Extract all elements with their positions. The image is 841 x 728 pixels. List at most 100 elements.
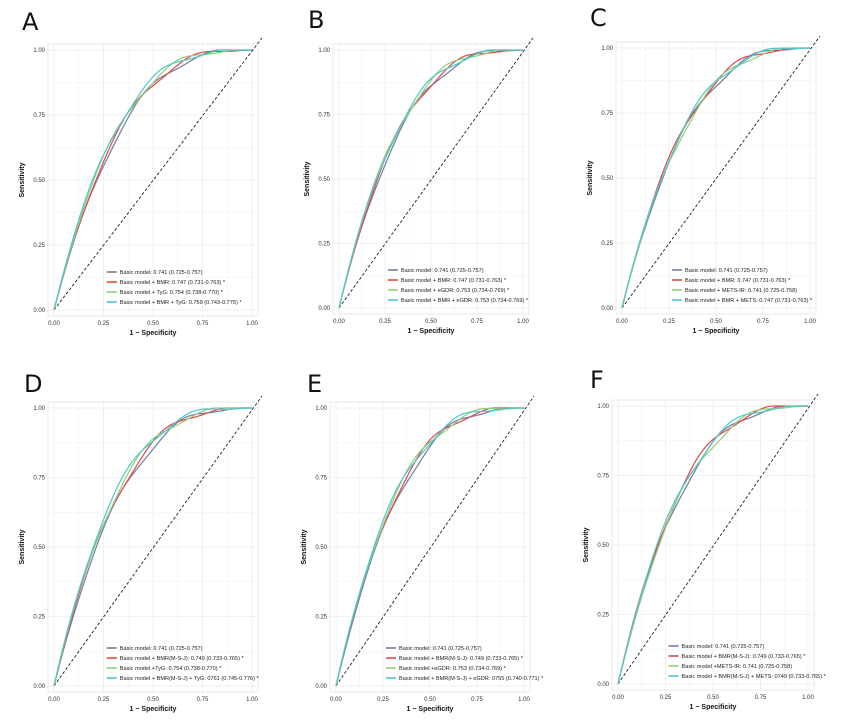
x-tick-label: 0.25 [98,321,110,327]
y-tick-label: 0.25 [601,241,613,247]
x-tick-label: 0.00 [616,319,628,325]
reference-diagonal [53,395,263,687]
panel-f: F 0.00 0.00 0.25 0.25 0.50 0.50 0.75 0.75 1.00 1.0… [583,366,827,711]
x-axis-title: 1 − Specificity [407,706,454,713]
y-tick-label: 1.00 [33,406,45,412]
y-tick-label: 0.25 [318,242,330,248]
x-tick-label: 1.00 [518,697,530,703]
legend-entry: Basic model + BMR(M-S-J): 0.749 (0.733-0… [399,656,524,662]
x-tick-label: 0.75 [757,319,769,325]
x-tick-label: 0.50 [710,319,722,325]
x-tick-label: 0.75 [197,321,209,327]
panel-letter: D [24,370,42,398]
legend-entry: Basic model: 0.741 (0.725-0.757) [120,270,203,276]
x-tick-label: 1.00 [246,321,258,327]
legend-entry: Basic model +METS-IR: 0.741 (0.725-0.758… [682,664,793,670]
y-tick-label: 0.00 [33,684,45,690]
legend-entry: Basic model + METS-IR: 0.741 (0.725-0.75… [685,288,797,294]
x-tick-label: 0.25 [98,697,110,703]
legend-entry: Basic model + BMR: 0.747 (0.731-0.763) * [120,280,226,286]
y-tick-label: 0.25 [597,613,609,619]
legend-entry: Basic model + BMR(M-S-J) + TyG: 0761 (0.… [120,676,260,682]
y-tick-label: 0.25 [315,615,327,621]
y-tick-label: 0.25 [33,615,45,621]
y-tick-label: 0.00 [597,682,609,688]
y-tick-label: 0.25 [33,243,45,249]
legend-entry: Basic model + BMR: 0.747 (0.731-0.763) * [401,278,507,284]
legend-entry: Basic model + BMR(M-S-J) + eGDR: 0755 (0… [399,676,544,682]
roc-curve-bmr [53,49,253,311]
y-tick-label: 0.50 [597,543,609,549]
legend-entry: Basic model + BMR + METS: 0.747 (0.731-0… [685,298,813,304]
x-tick-label: 1.00 [246,697,258,703]
x-tick-label: 0.25 [663,319,675,325]
panel-letter: E [307,370,322,398]
x-tick-label: 0.25 [377,697,389,703]
panel-e: E 0.00 0.00 0.25 0.25 0.50 0.50 0.75 0.75 1.00 1.0… [301,370,544,713]
y-tick-label: 1.00 [318,48,330,54]
y-axis-title: Sensitivity [587,160,594,195]
x-tick-label: 0.75 [755,695,767,701]
panel-a: A 0.00 0.00 0.25 0.25 0.50 0.50 0.75 0.75 1.00 1.0… [19,8,263,337]
y-axis-title: Sensitivity [301,529,308,564]
legend-entry: Basic model + BMR + eGDR: 0.753 (0.734-0… [401,298,529,304]
reference-diagonal [335,395,535,687]
x-tick-label: 0.00 [48,321,60,327]
x-tick-label: 0.50 [424,697,436,703]
y-tick-label: 1.00 [597,404,609,410]
y-tick-label: 0.75 [33,476,45,482]
y-tick-label: 0.50 [33,178,45,184]
x-tick-label: 0.00 [330,697,342,703]
legend-entry: Basic model: 0.741 (0.725-0.757) [399,646,482,652]
x-tick-label: 0.00 [48,697,60,703]
legend: Basic model: 0.741 (0.725-0.757) Basic mo… [668,644,827,680]
x-axis-title: 1 − Specificity [693,328,740,335]
legend-entry: Basic model +eGDR: 0.753 (0.734-0.769) * [399,666,507,672]
x-axis-title: 1 − Specificity [130,706,177,713]
legend-entry: Basic model + BMR(M-S-J): 0.749 (0.733-0… [120,656,245,662]
legend-entry: Basic model + TyG: 0.754 (0.738-0.770) * [120,290,224,296]
panel-letter: A [22,8,39,36]
legend-entry: Basic model + BMR(M-S-J): 0.749 (0.733-0… [682,654,807,660]
x-tick-label: 0.00 [612,695,624,701]
y-tick-label: 1.00 [315,406,327,412]
roc-curve-basic [53,407,252,687]
legend-entry: Basic model: 0.741 (0.725-0.757) [120,646,203,652]
legend-entry: Basic model: 0.741 (0.725-0.757) [401,268,484,274]
x-tick-label: 0.75 [471,319,483,325]
y-tick-label: 0.75 [33,113,45,119]
x-tick-label: 0.75 [471,697,483,703]
legend-entry: Basic model + eGDR: 0.753 (0.734-0.769) … [401,288,510,294]
panel-letter: C [590,4,607,32]
y-tick-label: 1.00 [33,48,45,54]
roc-curve-fourth [338,49,524,309]
y-axis-title: Sensitivity [583,527,590,562]
y-axis-title: Sensitivity [19,529,26,564]
x-tick-label: 0.25 [379,319,391,325]
y-tick-label: 0.50 [318,177,330,183]
roc-curve-fourth [335,407,524,687]
legend-entry: Basic model + BMR: 0.747 (0.731-0.763) * [685,278,791,284]
x-tick-label: 0.50 [147,321,159,327]
roc-curve-fourth [53,407,253,687]
y-tick-label: 1.00 [601,46,613,52]
y-tick-label: 0.00 [33,308,45,314]
legend-entry: Basic model +TyG: 0.754 (0.738-0.770) * [120,666,222,672]
legend: Basic model: 0.741 (0.725-0.757) Basic mo… [672,268,813,304]
reference-diagonal [617,393,819,685]
panel-b: B 0.00 0.00 0.25 0.25 0.50 0.50 0.75 0.75 1.00 1.0… [304,6,534,335]
x-tick-label: 0.00 [333,319,345,325]
gridlines [48,44,258,316]
x-tick-label: 1.00 [804,319,816,325]
y-tick-label: 0.75 [601,111,613,117]
y-tick-label: 0.50 [315,545,327,551]
x-tick-label: 1.00 [802,695,814,701]
x-tick-label: 0.50 [147,697,159,703]
legend-entry: Basic model: 0.741 (0.725-0.757) [682,644,765,650]
x-tick-label: 1.00 [517,319,529,325]
panel-c: C 0.00 0.00 0.25 0.25 0.50 0.50 0.75 0.75 1.00 1.0… [587,4,821,335]
roc-curve-fourth [621,47,811,309]
y-tick-label: 0.75 [315,476,327,482]
legend: Basic model: 0.741 (0.725-0.757) Basic mo… [387,268,529,304]
